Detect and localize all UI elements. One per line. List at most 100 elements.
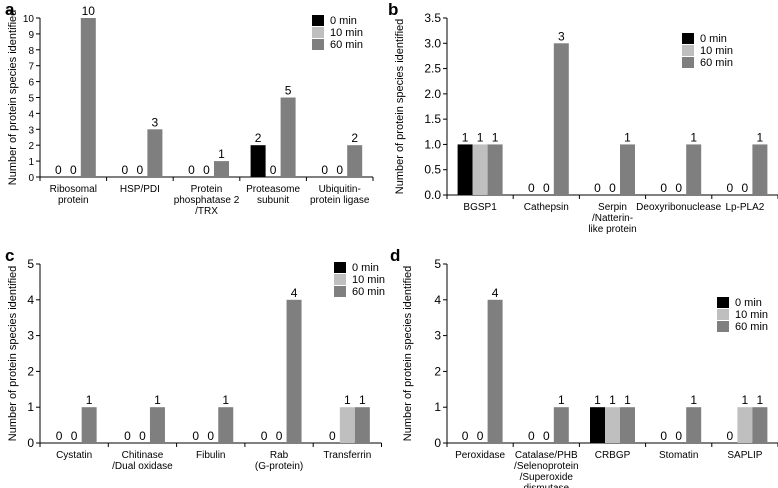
data-label: 1 <box>690 130 697 144</box>
y-tick-label: 3 <box>434 329 441 343</box>
x-tick-label: Protein <box>191 184 223 195</box>
bar <box>347 145 363 177</box>
data-label: 1 <box>757 130 764 144</box>
data-label: 0 <box>528 181 535 195</box>
x-tick-label: Cystatin <box>56 450 92 461</box>
y-tick-label: 8 <box>28 46 34 57</box>
panel-label: a <box>5 0 15 19</box>
data-label: 0 <box>594 181 601 195</box>
data-label: 0 <box>270 163 277 177</box>
x-tick-label: Ubiquitin- <box>319 184 361 195</box>
data-label: 0 <box>321 163 328 177</box>
x-tick-label: like protein <box>588 224 636 235</box>
data-label: 0 <box>727 181 734 195</box>
x-tick-label: Stomatin <box>659 450 698 461</box>
data-label: 0 <box>727 429 734 443</box>
legend-label: 0 min <box>700 33 727 45</box>
legend-label: 0 min <box>330 15 357 27</box>
bar <box>472 144 488 195</box>
y-tick-label: 6 <box>28 78 34 89</box>
data-label: 0 <box>139 429 146 443</box>
legend-label: 10 min <box>330 27 363 39</box>
bar <box>686 407 702 443</box>
data-label: 0 <box>675 181 682 195</box>
x-tick-label: Catalase/PHB <box>515 450 578 461</box>
bar <box>81 407 97 443</box>
y-tick-label: 0 <box>28 173 34 184</box>
x-tick-label: BGSP1 <box>463 202 497 213</box>
legend-swatch <box>682 33 694 44</box>
legend-label: 0 min <box>735 297 762 309</box>
data-label: 2 <box>351 131 358 145</box>
x-tick-label: /Dual oxidase <box>112 461 173 472</box>
bar <box>590 407 605 443</box>
data-label: 0 <box>660 429 667 443</box>
panel-c: c 0 1 2 3 4 5 Number of protein species identif… <box>5 246 385 472</box>
bar <box>605 407 620 443</box>
data-label: 4 <box>492 286 499 300</box>
data-label: 3 <box>152 115 159 129</box>
bar <box>149 407 165 443</box>
data-label: 1 <box>492 130 499 144</box>
y-tick-label: 2 <box>28 141 34 152</box>
legend-swatch <box>682 45 694 56</box>
x-tick-label: /Superoxide <box>520 472 574 483</box>
data-label: 5 <box>285 84 292 98</box>
y-tick-label: 7 <box>28 62 34 73</box>
y-tick-label: 0.0 <box>424 188 441 202</box>
data-label: 0 <box>543 181 550 195</box>
data-label: 1 <box>154 393 161 407</box>
data-label: 0 <box>55 163 62 177</box>
bar <box>752 144 768 195</box>
x-tick-label: phosphatase 2 <box>174 195 240 206</box>
data-label: 0 <box>276 429 283 443</box>
data-label: 0 <box>528 429 535 443</box>
legend-label: 60 min <box>330 39 363 51</box>
y-tick-label: 4 <box>434 293 441 307</box>
legend-label: 60 min <box>735 321 768 333</box>
data-label: 0 <box>203 163 210 177</box>
y-tick-label: 1.5 <box>424 112 441 126</box>
legend-swatch <box>334 286 346 297</box>
legend-swatch <box>312 15 324 26</box>
bar <box>487 144 503 195</box>
y-tick-label: 1 <box>434 400 441 414</box>
y-tick-label: 4 <box>27 293 34 307</box>
data-label: 1 <box>86 393 93 407</box>
panel-label: d <box>390 246 400 265</box>
data-label: 0 <box>56 429 63 443</box>
bar <box>354 407 370 443</box>
data-label: 1 <box>624 130 631 144</box>
data-label: 1 <box>594 393 601 407</box>
legend-swatch <box>717 321 729 332</box>
legend-label: 0 min <box>352 262 379 274</box>
data-label: 2 <box>255 131 262 145</box>
data-label: 1 <box>477 130 484 144</box>
x-tick-label: subunit <box>257 195 289 206</box>
bar <box>553 43 569 196</box>
y-tick-label: 3.0 <box>424 36 441 50</box>
y-tick-label: 2 <box>434 364 441 378</box>
legend-swatch <box>312 27 324 38</box>
bar <box>620 144 635 195</box>
x-tick-label: Lp-PLA2 <box>725 202 764 213</box>
bar <box>339 407 355 443</box>
data-label: 0 <box>462 429 469 443</box>
bar <box>214 161 229 177</box>
data-label: 0 <box>329 429 336 443</box>
data-label: 0 <box>137 163 144 177</box>
data-label: 10 <box>82 4 96 18</box>
y-tick-label: 0.5 <box>424 163 441 177</box>
bar <box>737 407 753 443</box>
bar <box>280 97 296 177</box>
data-label: 1 <box>757 393 764 407</box>
y-axis-title: Number of protein species identified <box>7 266 19 441</box>
x-tick-label: (G-protein) <box>255 461 303 472</box>
x-tick-label: HSP/PDI <box>120 184 160 195</box>
y-tick-label: 9 <box>28 30 34 41</box>
legend-swatch <box>334 262 346 273</box>
x-tick-label: Deoxyribonuclease <box>636 202 721 213</box>
x-tick-label: protein ligase <box>310 195 370 206</box>
